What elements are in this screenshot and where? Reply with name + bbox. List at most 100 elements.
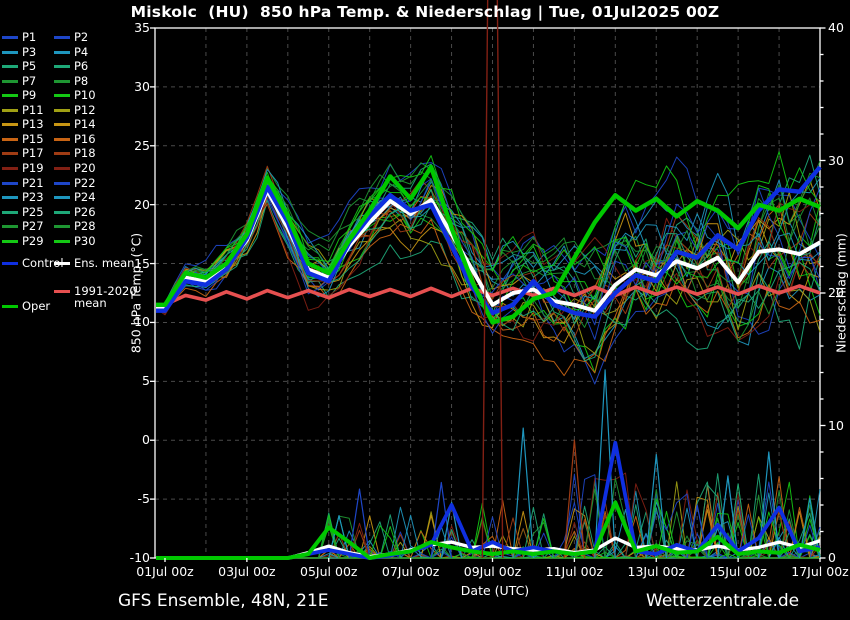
- x-axis-label: Date (UTC): [460, 583, 530, 598]
- legend-swatch: [54, 108, 70, 112]
- y-left-tick-label: 5: [142, 373, 150, 389]
- legend-swatch: [2, 196, 18, 200]
- legend-swatch: [2, 108, 18, 112]
- precip-spike: [594, 369, 616, 559]
- x-tick-label: 09Jul 00z: [463, 564, 522, 579]
- legend-swatch: [2, 166, 18, 170]
- chart-title: Miskolc (HU) 850 hPa Temp. & Niederschla…: [130, 3, 720, 21]
- legend-label: 1991-2020: [74, 283, 137, 298]
- legend-swatch: [54, 123, 70, 127]
- legend-label: P20: [74, 160, 96, 175]
- legend-label: P5: [22, 59, 37, 74]
- legend-label: P28: [74, 219, 96, 234]
- legend-label: P3: [22, 44, 37, 59]
- y-right-tick-label: 20: [828, 285, 844, 300]
- legend-swatch: [54, 239, 70, 243]
- legend-label: Control: [22, 255, 64, 270]
- precip-spike: [798, 497, 821, 559]
- legend-label: P1: [22, 30, 37, 44]
- oper-line: [156, 164, 821, 325]
- y-left-tick-label: 15: [134, 255, 150, 271]
- legend-swatch: [54, 50, 70, 54]
- y-right-tick-label: 30: [828, 152, 844, 168]
- member-temp-line: [155, 171, 821, 374]
- legend-label: P9: [22, 88, 37, 103]
- legend-label: P21: [22, 175, 44, 190]
- legend-label: P24: [74, 190, 96, 205]
- x-tick-label: 15Jul 00z: [709, 564, 767, 579]
- precip-spike: [512, 427, 534, 559]
- y-left-tick-label: 35: [134, 20, 150, 35]
- legend-swatch: [54, 137, 70, 141]
- legend-label: P6: [74, 59, 89, 74]
- legend-label: P13: [22, 117, 44, 132]
- legend-swatch: [2, 225, 18, 229]
- legend-swatch: [2, 304, 18, 308]
- x-tick-label: 01Jul 00z: [136, 564, 194, 579]
- clim-mean-line: [156, 284, 821, 307]
- member-temp-line: [155, 169, 821, 320]
- legend-swatch: [2, 137, 18, 141]
- footer-model-info: GFS Ensemble, 48N, 21E: [118, 591, 329, 611]
- x-tick-label: 13Jul 00z: [627, 564, 685, 579]
- legend-label: P8: [74, 73, 89, 88]
- precip-spike: [317, 520, 340, 559]
- legend-label: P12: [74, 102, 96, 117]
- y-right-tick-label: 10: [828, 417, 844, 433]
- legend-swatch: [2, 65, 18, 69]
- x-tick-label: 11Jul 00z: [545, 564, 604, 579]
- legend-swatch: [2, 79, 18, 83]
- legend-label: P19: [22, 160, 44, 175]
- legend-label: P27: [22, 219, 44, 234]
- y-left-tick-label: 10: [134, 314, 150, 330]
- legend-swatch: [2, 210, 18, 214]
- legend-label: P29: [22, 233, 44, 248]
- y-left-tick-label: 25: [134, 137, 150, 153]
- legend-swatch: [54, 289, 70, 293]
- legend-swatch: [54, 210, 70, 214]
- legend-swatch: [54, 79, 70, 83]
- precip-spike: [758, 451, 780, 559]
- legend-swatch: [54, 261, 70, 265]
- legend-swatch: [2, 261, 18, 265]
- legend-label: P4: [74, 44, 89, 59]
- precip-spike: [328, 515, 350, 559]
- precip-spike: [440, 501, 463, 559]
- legend-label: P7: [22, 73, 37, 88]
- y-right-tick-label: 40: [828, 20, 844, 35]
- legend-label: P15: [22, 131, 44, 146]
- legend-label: P16: [74, 131, 96, 146]
- y-left-tick-label: -5: [137, 491, 150, 507]
- legend-swatch: [54, 36, 70, 39]
- legend-swatch: [2, 94, 18, 98]
- legend-label: P26: [74, 204, 96, 219]
- legend-swatch: [54, 166, 70, 170]
- offscale-precip-spike: [481, 0, 504, 559]
- legend-label: Ens. mean: [74, 255, 135, 270]
- legend-swatch: [54, 181, 70, 185]
- x-tick-label: 05Jul 00z: [300, 564, 358, 579]
- footer-brand: Wetterzentrale.de: [646, 591, 800, 611]
- legend-swatch: [54, 196, 70, 200]
- legend-label: P22: [74, 175, 96, 190]
- precip-spike: [645, 454, 668, 559]
- legend-label: mean: [74, 295, 107, 310]
- legend-label: P18: [74, 146, 96, 161]
- legend-swatch: [54, 225, 70, 229]
- legend-swatch: [2, 181, 18, 185]
- x-tick-label: 03Jul 00z: [218, 564, 276, 579]
- legend-swatch: [54, 152, 70, 156]
- legend-label: P30: [74, 233, 96, 248]
- legend-label: P11: [22, 102, 44, 117]
- y-left-tick-label: 0: [142, 432, 150, 448]
- legend-swatch: [2, 36, 18, 39]
- legend-label: P10: [74, 88, 96, 103]
- legend-swatch: [54, 94, 70, 98]
- legend-swatch: [54, 65, 70, 69]
- x-tick-label: 17Jul 00z: [791, 564, 849, 579]
- legend-swatch: [2, 123, 18, 127]
- y-left-tick-label: 20: [134, 196, 150, 212]
- x-tick-label: 07Jul 00z: [381, 564, 440, 579]
- legend-swatch: [2, 239, 18, 243]
